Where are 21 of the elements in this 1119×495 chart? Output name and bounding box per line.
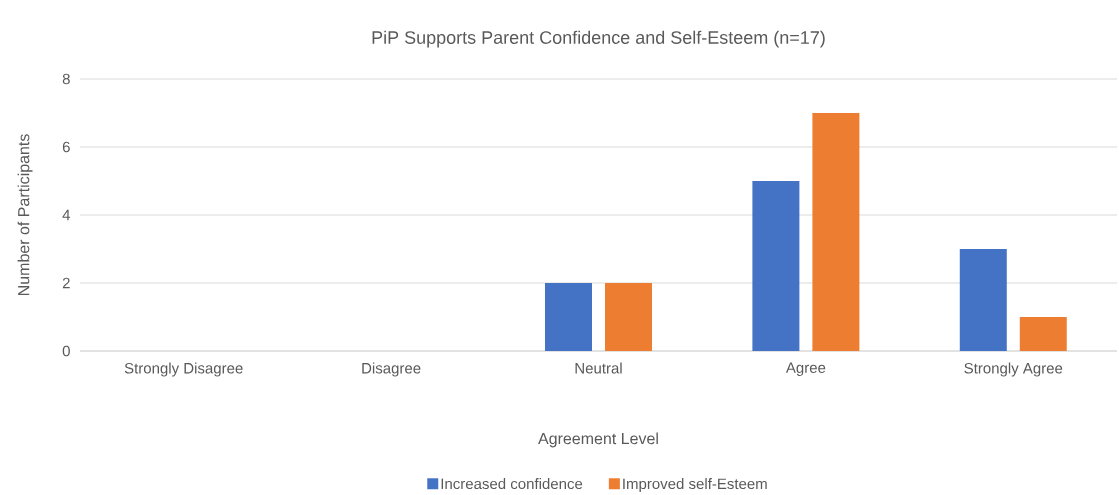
bar <box>1019 316 1067 351</box>
bar <box>959 248 1007 351</box>
bar <box>752 180 800 351</box>
y-tick-label: 0 <box>62 345 70 357</box>
bar <box>545 282 592 351</box>
bar <box>812 113 860 351</box>
y-tick-label: 6 <box>62 141 70 153</box>
x-tick-label: Neutral <box>575 362 622 374</box>
x-tick-label: Strongly Agree <box>964 362 1063 377</box>
legend-label: Improved self-Esteem <box>623 478 767 493</box>
y-tick-label: 8 <box>62 73 70 85</box>
legend-label: Increased confidence <box>441 478 583 490</box>
y-tick-label: 4 <box>62 209 71 221</box>
x-tick-label: Disagree <box>362 362 421 377</box>
y-tick-label: 2 <box>62 277 70 289</box>
x-axis-title: Agreement Level <box>538 432 658 448</box>
bar <box>605 282 652 351</box>
y-axis-title: Number of Participants <box>17 134 33 296</box>
x-tick-label: Agree <box>785 362 826 376</box>
x-tick-label: Strongly Disagree <box>124 362 243 377</box>
chart-title: PiP Supports Parent Confidence and Self-Esteem (n=17) <box>372 30 825 48</box>
